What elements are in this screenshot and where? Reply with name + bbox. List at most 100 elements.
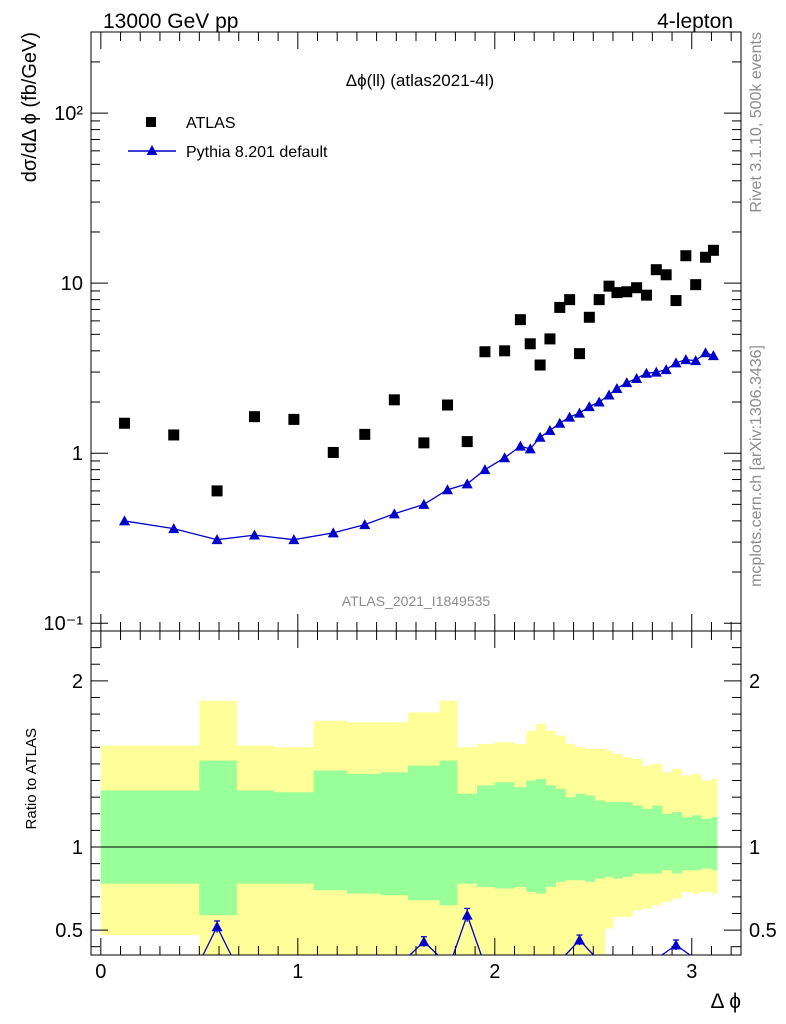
pythia-point [707, 350, 719, 361]
ratio-pythia-point [418, 936, 430, 947]
pythia-point [288, 534, 300, 545]
header-left-title: 13000 GeV pp [103, 10, 238, 33]
atlas-data-point [211, 485, 223, 497]
atlas-data-point [660, 269, 672, 281]
pythia-point [603, 389, 615, 400]
pythia-point [418, 498, 430, 509]
ratio-y-tick-label: 1 [72, 837, 83, 859]
atlas-data-point [442, 399, 454, 411]
atlas-data-point [534, 359, 546, 371]
pythia-point [660, 364, 672, 375]
pythia-point [700, 347, 712, 358]
atlas-data-point [564, 294, 576, 306]
mcplots-source-label: mcplots.cern.ch [arXiv:1306.3436] [748, 345, 765, 587]
atlas-data-point [583, 311, 595, 323]
atlas-data-point [621, 286, 633, 298]
ratio-uncertainty-bands [100, 700, 718, 955]
atlas-data-point [611, 287, 623, 299]
pythia-point [583, 401, 595, 412]
main-y-tick-label: 10⁻¹ [44, 613, 84, 635]
pythia-point [690, 355, 702, 366]
atlas-data-point [700, 251, 712, 263]
x-tick-label: 2 [489, 961, 500, 983]
pythia-point [168, 523, 180, 534]
atlas-data-point [499, 345, 511, 357]
x-tick-label: 0 [95, 961, 106, 983]
pythia-point [640, 367, 652, 378]
atlas-data-point [524, 338, 536, 350]
pythia-point [554, 417, 566, 428]
pythia-point [650, 366, 662, 377]
ratio-y-tick-label: 0.5 [55, 920, 83, 942]
pythia-point [118, 515, 130, 526]
pythia-point [621, 377, 633, 388]
ratio-pythia-point [670, 939, 682, 950]
pythia-point [514, 440, 526, 451]
main-y-axis-label: dσ/dΔ ϕ (fb/GeV) [19, 32, 41, 182]
pythia-point [534, 431, 546, 442]
atlas-data-point [168, 429, 180, 441]
plot-title: Δϕ(ll) (atlas2021-4l) [346, 71, 494, 90]
pythia-point [524, 443, 536, 454]
pythia-point [544, 424, 556, 435]
pythia-point [564, 411, 576, 422]
main-y-tick-label: 10 [61, 273, 83, 295]
analysis-watermark: ATLAS_2021_I1849535 [342, 593, 491, 609]
legend-pythia-label: Pythia 8.201 default [186, 144, 328, 161]
pythia-point [631, 372, 643, 383]
x-axis-label: Δ ϕ [711, 990, 741, 1013]
atlas-data-point [670, 295, 682, 307]
main-panel-marks [118, 244, 719, 545]
atlas-data-point [359, 428, 371, 440]
x-tick-label: 3 [686, 961, 697, 983]
atlas-data-point [514, 314, 526, 326]
atlas-data-point [544, 333, 556, 345]
atlas-data-point [573, 348, 585, 360]
legend-atlas-marker [146, 117, 156, 127]
atlas-data-point [631, 282, 643, 294]
x-tick-label: 1 [292, 961, 303, 983]
rivet-version-label: Rivet 3.1.10, 500k events [748, 32, 765, 213]
main-y-tick-label: 10² [54, 103, 83, 125]
ratio-y-tick-label-right: 1 [749, 837, 760, 859]
pythia-point [388, 508, 400, 519]
ratio-y-tick-label-right: 2 [749, 671, 760, 693]
ratio-y-tick-label: 2 [72, 671, 83, 693]
atlas-data-point [554, 301, 566, 313]
pythia-point [359, 519, 371, 530]
atlas-data-point [418, 437, 430, 449]
atlas-data-point [248, 411, 260, 423]
atlas-data-point [388, 394, 400, 406]
ratio-y-tick-label-right: 0.5 [749, 920, 777, 942]
atlas-data-point [707, 244, 719, 256]
pythia-point [670, 357, 682, 368]
atlas-data-point [603, 280, 615, 292]
atlas-data-point [327, 446, 339, 458]
pythia-point [611, 383, 623, 394]
atlas-data-point [461, 436, 473, 448]
atlas-data-point [118, 417, 130, 429]
ratio-panel-marks [202, 907, 691, 956]
ratio-pythia-point [461, 909, 473, 920]
pythia-point [442, 484, 454, 495]
ratio-band-inner [100, 760, 718, 916]
atlas-data-point [593, 294, 605, 306]
header-right-title: 4-lepton [657, 10, 733, 33]
legend-pythia-marker [146, 145, 158, 155]
ratio-pythia-point [211, 921, 223, 932]
atlas-data-point [650, 264, 662, 276]
atlas-data-point [680, 250, 692, 262]
legend: ATLAS Pythia 8.201 default [128, 115, 328, 161]
ratio-pythia-point [573, 934, 585, 945]
legend-atlas-label: ATLAS [186, 115, 236, 132]
atlas-data-point [640, 289, 652, 301]
pythia-point [461, 478, 473, 489]
pythia-point [573, 407, 585, 418]
main-y-tick-label: 1 [72, 443, 83, 465]
ratio-y-axis-label: Ratio to ATLAS [23, 728, 40, 829]
atlas-data-point [690, 279, 702, 291]
pythia-point [680, 354, 692, 365]
atlas-data-point [479, 346, 491, 358]
pythia-point [211, 534, 223, 545]
